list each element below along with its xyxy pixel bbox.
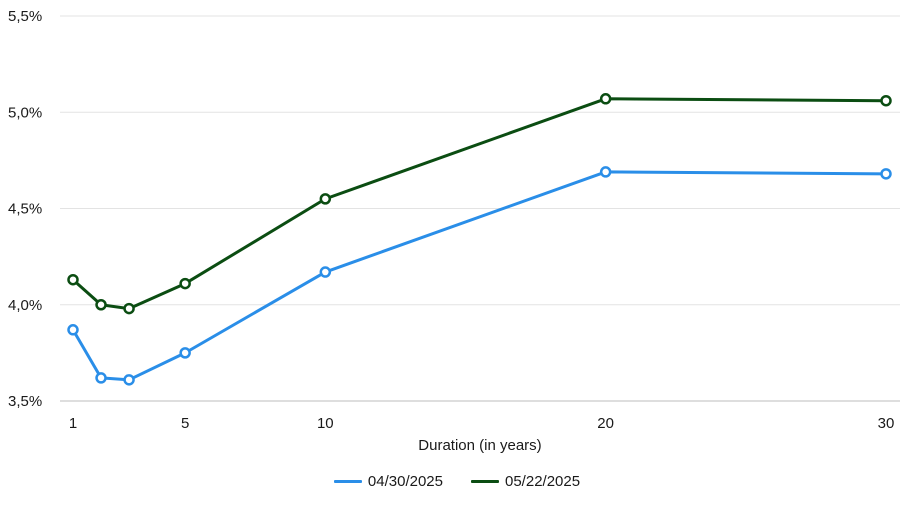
series-2 (67, 93, 892, 315)
x-tick-label: 30 (878, 415, 895, 432)
y-tick-label: 3,5% (8, 393, 42, 410)
y-tick-label: 5,0% (8, 104, 42, 121)
y-tick-label: 4,0% (8, 297, 42, 314)
data-point (599, 93, 612, 105)
data-point (319, 193, 332, 205)
data-point (599, 166, 612, 178)
y-tick-label: 5,5% (8, 8, 42, 25)
legend-swatch (333, 480, 362, 483)
data-point (67, 273, 79, 286)
series-line (71, 170, 887, 382)
data-point (179, 347, 191, 359)
yield-curve-chart: 3,5% 4,0% 4,5% 5,0% 5,5% 1 5 10 20 30 Duration (… (8, 8, 900, 454)
data-point (95, 372, 107, 384)
data-point (880, 94, 892, 107)
series-1 (67, 166, 892, 386)
legend-label: 04/30/2025 (367, 473, 443, 490)
series-line (72, 97, 887, 311)
data-point (880, 168, 892, 180)
x-tick-label: 10 (317, 415, 334, 432)
y-tick-label: 4,5% (8, 201, 42, 218)
legend-label: 05/22/2025 (505, 473, 581, 490)
y-axis-tick-labels: 3,5% 4,0% 4,5% 5,0% 5,5% (8, 8, 42, 410)
data-point (67, 324, 79, 336)
x-tick-label: 20 (597, 415, 614, 432)
data-point (95, 299, 107, 311)
data-point (179, 277, 191, 290)
data-point (123, 302, 135, 315)
data-point (123, 374, 135, 386)
legend-item: 04/30/2025 (333, 473, 443, 490)
legend-swatch (471, 480, 499, 483)
data-point (319, 266, 332, 278)
series-layer (67, 93, 892, 386)
x-axis-title: Duration (in years) (418, 437, 541, 454)
x-tick-label: 1 (69, 415, 77, 432)
legend: 04/30/2025 05/22/2025 (0, 473, 914, 490)
legend-item: 05/22/2025 (471, 473, 580, 490)
x-tick-label: 5 (181, 415, 189, 432)
x-axis-tick-labels: 1 5 10 20 30 (69, 415, 895, 432)
gridlines (60, 15, 900, 402)
